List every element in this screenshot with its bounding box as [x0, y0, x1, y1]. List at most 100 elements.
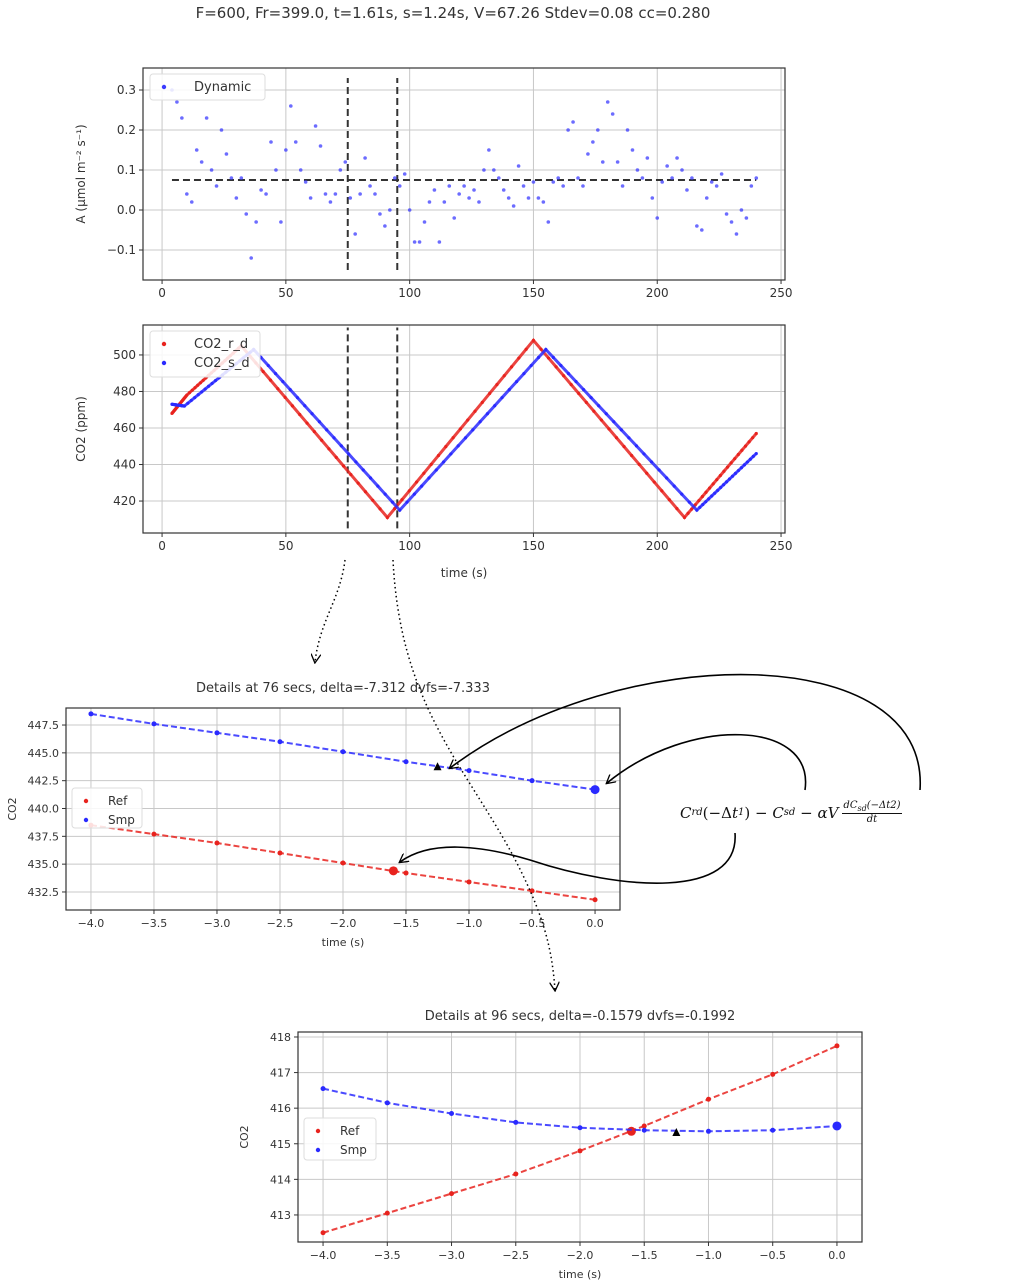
formula-num-arg: (−Δt2) [866, 800, 901, 811]
dotted-connector-76s [315, 559, 346, 662]
data-point [698, 505, 702, 509]
figure-title: F=600, Fr=399.0, t=1.61s, s=1.24s, V=67.… [195, 4, 711, 22]
axes-frame [297, 1031, 863, 1243]
data-point [339, 444, 343, 448]
data-point [234, 196, 239, 200]
data-point [151, 831, 157, 837]
data-point [492, 168, 496, 172]
legend-marker [83, 817, 89, 823]
data-point [665, 164, 669, 168]
data-point [447, 184, 452, 188]
data-point [478, 420, 482, 424]
legend-label: Smp [108, 813, 135, 827]
data-point [383, 224, 387, 228]
data-point [214, 184, 219, 188]
data-point [546, 220, 551, 224]
legend-label: Smp [340, 1143, 367, 1157]
data-point [204, 116, 209, 120]
y-tick-label: 440 [113, 458, 136, 472]
x-tick-label: 150 [522, 539, 545, 553]
chart-4: −4.0 −3.5 −3.0 −2.5 −2.0 −1.5 −1.0 −0.5 0.0 413 41… [238, 1009, 863, 1281]
axes-frame [65, 707, 621, 911]
x-tick-label: 0.0 [586, 917, 604, 930]
data-point [561, 184, 565, 188]
data-point [312, 430, 316, 434]
formula-fraction: dCsd(−Δt2) dt [842, 800, 902, 825]
x-tick-label: −1.0 [456, 917, 483, 930]
data-point [641, 1127, 647, 1133]
data-point [714, 184, 719, 188]
y-tick-label: 0.1 [117, 163, 136, 177]
data-point [427, 200, 432, 204]
data-point [501, 188, 506, 192]
data-point [511, 204, 516, 208]
data-point [539, 347, 543, 351]
data-point [576, 176, 580, 180]
x-axis-label: time (s) [559, 1268, 602, 1281]
data-point [477, 200, 481, 204]
data-point [444, 445, 448, 449]
data-point [320, 438, 324, 442]
data-point [749, 184, 754, 188]
data-point [182, 404, 186, 408]
data-point [742, 463, 746, 467]
data-point [281, 380, 285, 384]
data-point [269, 140, 273, 144]
data-point [298, 168, 303, 172]
series-smp [320, 1086, 842, 1134]
data-point [748, 457, 752, 461]
data-point [695, 224, 699, 228]
data-point [619, 428, 623, 432]
x-tick-label: 50 [278, 539, 293, 553]
data-point [716, 488, 720, 492]
data-point [266, 363, 270, 368]
data-point [591, 140, 595, 144]
formula-sub-rd: rd [691, 807, 703, 818]
data-point [388, 208, 392, 212]
data-point [627, 436, 631, 440]
data-point [392, 176, 397, 180]
data-point [203, 387, 207, 391]
legend-marker [315, 1147, 321, 1153]
data-point [710, 494, 714, 498]
data-point [198, 381, 203, 385]
data-point [556, 176, 561, 180]
data-point [325, 428, 329, 432]
data-point [338, 168, 343, 172]
data-point [343, 160, 348, 164]
data-point [640, 176, 645, 180]
data-point [635, 168, 640, 172]
data-point [645, 471, 649, 475]
data-point [320, 1230, 326, 1236]
data-point [607, 427, 611, 431]
data-point [721, 483, 726, 487]
x-tick-label: −2.5 [502, 1249, 529, 1262]
data-point [390, 500, 395, 504]
data-point [276, 387, 280, 391]
data-point [709, 180, 714, 184]
data-point [541, 200, 546, 204]
formula-arg-close: ) [744, 803, 751, 822]
data-point [551, 355, 555, 360]
data-point [526, 196, 531, 200]
data-point [727, 477, 732, 481]
legend-marker [315, 1128, 321, 1134]
y-tick-label: 420 [113, 494, 136, 508]
data-point [687, 500, 691, 504]
y-tick-label: 435.0 [28, 858, 60, 871]
formula-num-d: dC [843, 800, 858, 811]
data-point [436, 453, 441, 458]
data-point [422, 471, 426, 475]
data-point [383, 492, 387, 496]
data-point [358, 192, 362, 196]
data-point [686, 511, 690, 515]
arrow-to-reference-point [400, 832, 736, 884]
y-tick-label: −0.1 [107, 243, 136, 257]
data-point [645, 156, 650, 160]
series-line [322, 1044, 838, 1234]
formula-sub-1: 1 [737, 807, 745, 818]
data-point [199, 160, 204, 164]
data-point [485, 412, 489, 416]
data-point [348, 196, 353, 200]
